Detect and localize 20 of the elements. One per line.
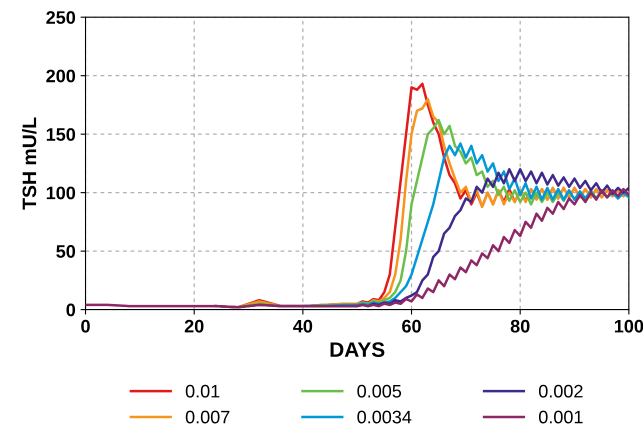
- legend-label: 0.007: [186, 410, 230, 424]
- x-tick-label: 100: [614, 320, 643, 333]
- y-tick-label: 250: [46, 11, 76, 24]
- y-tick-label: 150: [46, 128, 76, 141]
- x-tick-label: 40: [293, 320, 312, 333]
- y-tick-label: 100: [46, 186, 76, 200]
- legend-label: 0.001: [538, 410, 583, 424]
- legend-label: 0.002: [538, 384, 583, 398]
- legend-label: 0.005: [357, 384, 402, 398]
- legend-label: 0.0034: [357, 410, 412, 424]
- x-axis-title: DAYS: [330, 342, 384, 358]
- y-tick-label: 50: [56, 245, 76, 258]
- legend-label: 0.01: [186, 384, 220, 398]
- y-tick-label: 0: [66, 304, 76, 316]
- x-tick-label: 60: [402, 320, 421, 333]
- x-tick-label: 80: [510, 320, 530, 333]
- y-tick-label: 200: [46, 70, 76, 82]
- y-axis-title: TSH mU/L: [22, 118, 36, 210]
- x-tick-label: 20: [184, 320, 204, 333]
- x-tick-label: 0: [81, 320, 90, 333]
